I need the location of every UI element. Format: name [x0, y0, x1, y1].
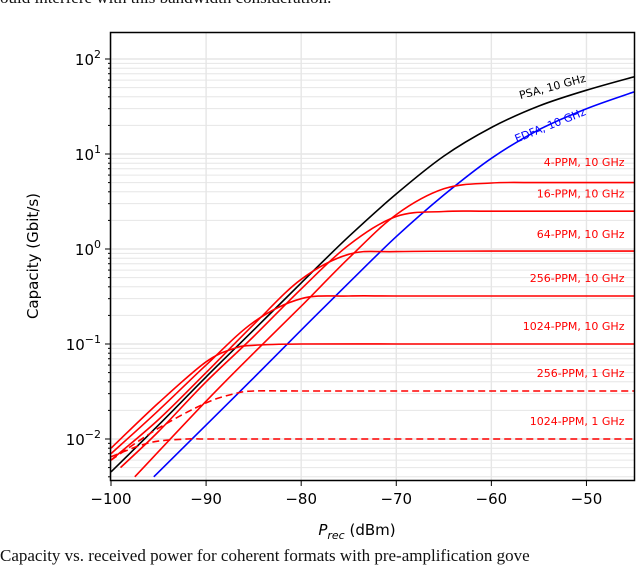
- x-axis-ticks: −100 −90 −80 −70 −60 −50: [90, 480, 602, 508]
- x-axis-label: Prec (dBm): [318, 521, 395, 542]
- y-tick-label: 10−1: [66, 333, 101, 354]
- series-line: [153, 91, 634, 478]
- curve-label: 64-PPM, 10 GHz: [537, 228, 625, 241]
- series-line: [111, 295, 634, 455]
- series-line: [134, 181, 634, 478]
- series-line: [111, 76, 634, 473]
- y-axis-label: Capacity (Gbit/s): [24, 193, 42, 319]
- series-line: [111, 438, 634, 458]
- x-tick-label: −100: [90, 490, 131, 508]
- curve-label: 256-PPM, 10 GHz: [530, 272, 625, 285]
- curve-label: 1024-PPM, 1 GHz: [530, 415, 625, 428]
- curve-label: 1024-PPM, 10 GHz: [523, 320, 625, 333]
- figure-caption: Capacity vs. received power for coherent…: [0, 546, 530, 565]
- y-tick-label: 102: [75, 48, 101, 69]
- plot-frame: [109, 31, 636, 482]
- x-tick-label: −50: [571, 490, 603, 508]
- grid-lines: [110, 33, 634, 480]
- series-line: [111, 390, 634, 461]
- data-curves: [111, 76, 634, 478]
- curve-label: 256-PPM, 1 GHz: [537, 367, 625, 380]
- y-tick-label: 101: [75, 143, 101, 164]
- x-tick-label: −60: [476, 490, 508, 508]
- x-tick-label: −90: [190, 490, 222, 508]
- preceding-text: ould interfere with this bandwidth consi…: [0, 0, 640, 8]
- series-line: [111, 343, 634, 449]
- curve-label: 4-PPM, 10 GHz: [544, 156, 625, 169]
- y-tick-label: 10−2: [66, 428, 101, 449]
- series-line: [111, 250, 634, 461]
- x-tick-label: −80: [285, 490, 317, 508]
- y-tick-label: 100: [75, 238, 101, 259]
- curve-label: 16-PPM, 10 GHz: [537, 187, 625, 200]
- x-tick-label: −70: [380, 490, 412, 508]
- y-axis-ticks: 10−2 10−1 100 101 102: [66, 48, 111, 478]
- curve-label: PSA, 10 GHz: [518, 72, 588, 102]
- series-line: [119, 210, 634, 469]
